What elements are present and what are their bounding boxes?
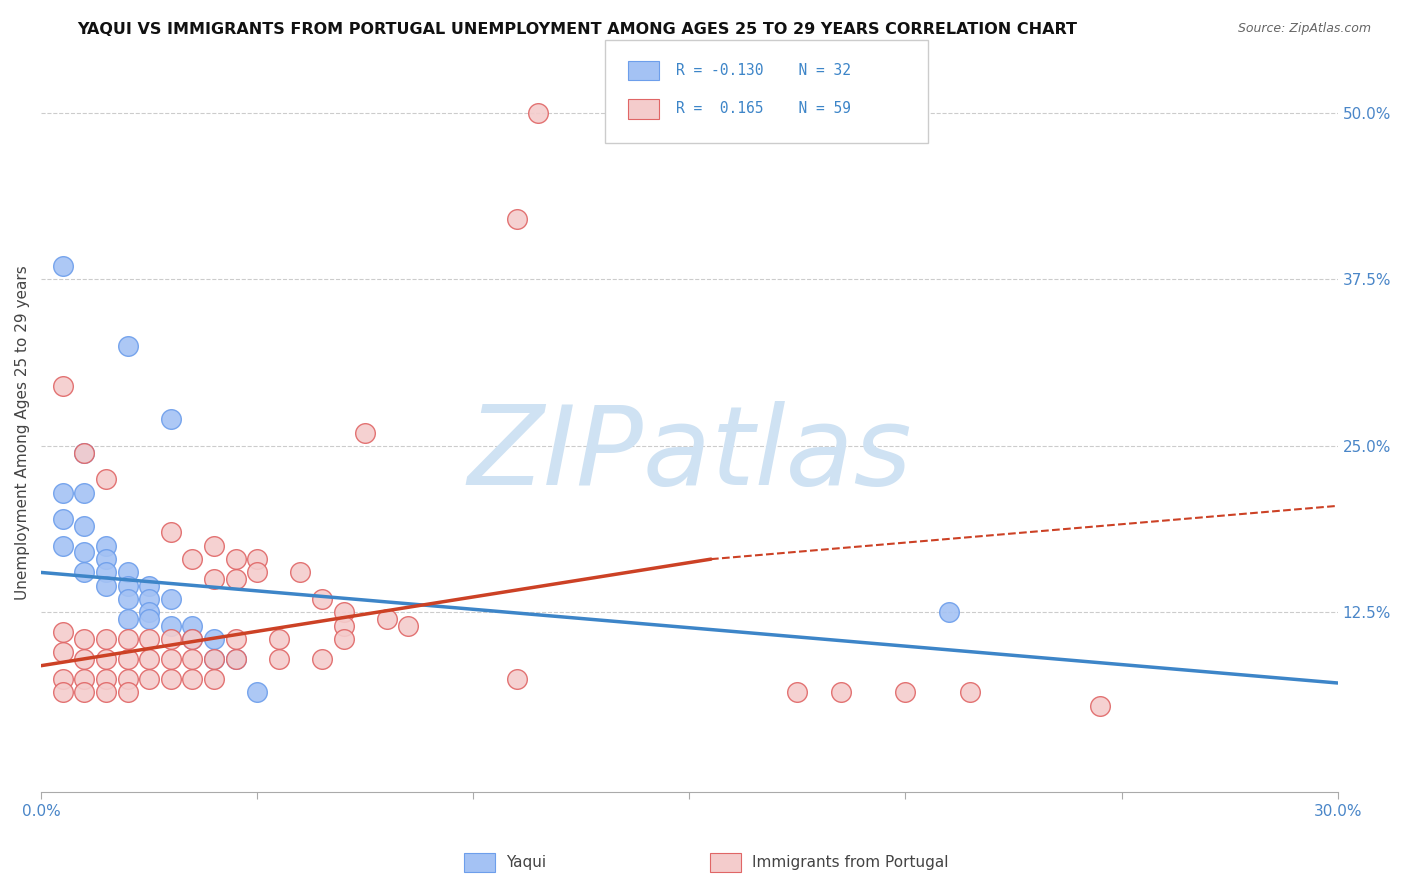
Point (117, 579, 139, 593)
Point (159, 652, 181, 666)
Point (117, 672, 139, 686)
Point (1088, 698, 1111, 713)
Point (94, 579, 117, 593)
Point (354, 425, 377, 440)
Point (505, 212, 527, 227)
Point (225, 632, 247, 646)
Point (94, 566, 117, 580)
Point (138, 579, 160, 593)
Point (52, 259, 75, 273)
Point (94, 472, 117, 486)
Point (202, 572, 225, 586)
Point (225, 552, 247, 566)
Point (181, 552, 204, 566)
Point (202, 539, 225, 553)
Point (73, 652, 96, 666)
Point (73, 485, 96, 500)
Point (830, 685, 852, 699)
Point (398, 618, 420, 632)
Point (311, 592, 333, 607)
Point (159, 412, 181, 426)
Point (138, 672, 160, 686)
Point (181, 632, 204, 646)
Point (181, 618, 204, 632)
Point (375, 612, 398, 626)
Point (94, 652, 117, 666)
Y-axis label: Unemployment Among Ages 25 to 29 years: Unemployment Among Ages 25 to 29 years (15, 265, 30, 600)
Point (290, 566, 312, 580)
Point (159, 672, 181, 686)
Point (73, 566, 96, 580)
Point (246, 552, 269, 566)
Point (73, 445, 96, 459)
Point (117, 339, 139, 353)
Point (311, 652, 333, 666)
Text: R = -0.130    N = 32: R = -0.130 N = 32 (676, 63, 851, 78)
Point (225, 652, 247, 666)
Point (73, 545, 96, 559)
Point (181, 632, 204, 646)
Point (117, 566, 139, 580)
Point (202, 652, 225, 666)
Point (52, 672, 75, 686)
Point (332, 606, 354, 620)
Point (159, 618, 181, 632)
Point (117, 685, 139, 699)
Point (159, 632, 181, 646)
Point (138, 606, 160, 620)
Point (267, 652, 290, 666)
Point (52, 625, 75, 640)
Point (138, 632, 160, 646)
Point (73, 445, 96, 459)
Text: Source: ZipAtlas.com: Source: ZipAtlas.com (1237, 22, 1371, 36)
Point (94, 632, 117, 646)
Point (94, 672, 117, 686)
Point (959, 685, 981, 699)
Point (202, 672, 225, 686)
Text: Immigrants from Portugal: Immigrants from Portugal (752, 855, 949, 870)
Point (94, 552, 117, 566)
Point (52, 512, 75, 526)
Point (52, 539, 75, 553)
Point (138, 652, 160, 666)
Point (225, 652, 247, 666)
Point (786, 685, 808, 699)
Point (332, 618, 354, 632)
Point (246, 566, 269, 580)
Point (181, 672, 204, 686)
Point (117, 592, 139, 607)
Point (117, 612, 139, 626)
Point (202, 632, 225, 646)
Text: R =  0.165    N = 59: R = 0.165 N = 59 (676, 102, 851, 116)
Point (246, 685, 269, 699)
Point (73, 632, 96, 646)
Point (52, 645, 75, 659)
Point (138, 612, 160, 626)
Point (938, 606, 960, 620)
Point (138, 592, 160, 607)
Point (73, 672, 96, 686)
Point (225, 572, 247, 586)
Point (505, 672, 527, 686)
Point (94, 685, 117, 699)
Point (202, 652, 225, 666)
Text: YAQUI VS IMMIGRANTS FROM PORTUGAL UNEMPLOYMENT AMONG AGES 25 TO 29 YEARS CORRELA: YAQUI VS IMMIGRANTS FROM PORTUGAL UNEMPL… (77, 22, 1077, 37)
Point (159, 592, 181, 607)
Point (73, 518, 96, 533)
Point (117, 632, 139, 646)
Point (527, 106, 550, 120)
Point (52, 485, 75, 500)
Point (267, 632, 290, 646)
Point (181, 652, 204, 666)
Point (52, 685, 75, 699)
Text: Yaqui: Yaqui (506, 855, 547, 870)
Point (159, 525, 181, 540)
Text: ZIPatlas: ZIPatlas (467, 401, 911, 508)
Point (94, 539, 117, 553)
Point (894, 685, 917, 699)
Point (332, 632, 354, 646)
Point (52, 379, 75, 393)
Point (73, 685, 96, 699)
Point (117, 652, 139, 666)
